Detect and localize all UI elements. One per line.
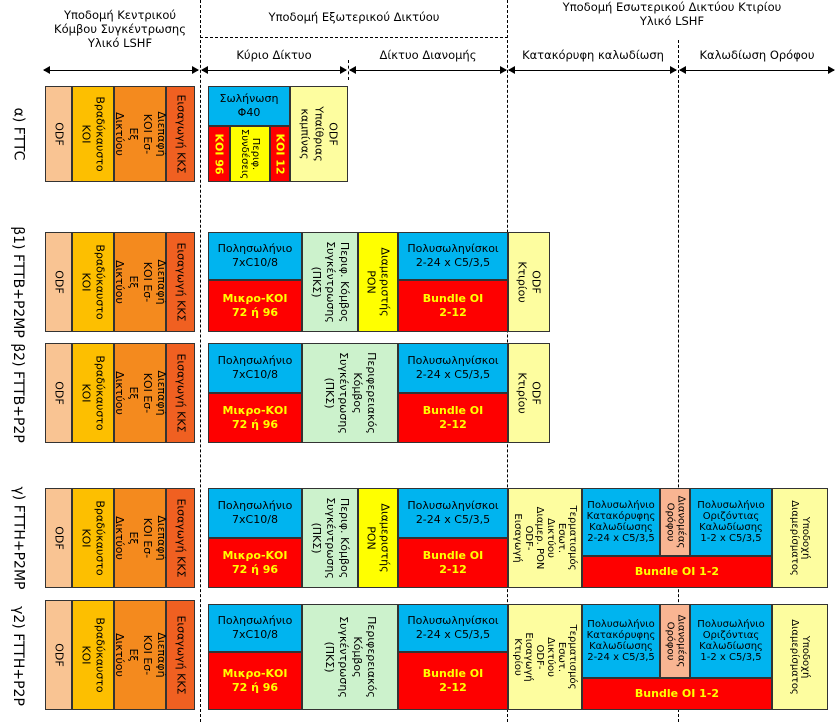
termination-pon: Τερματισμός Εσωτ. Δικτύου Διαμερ. PON OD… (508, 488, 582, 588)
separator-central (200, 0, 201, 722)
interface-cable: Διεπαφή ΚΟΙ Εσ-Εξ Δικτύου (113, 86, 168, 182)
header-internal: Υποδομή Εσωτερικού Δικτύου Κτιρίου Υλικό… (562, 0, 782, 28)
floor-distributor: Διανομέας Ορόφου (660, 488, 690, 556)
fire-retardant-cable: Βραδύκαυστο ΚΟΙ (72, 343, 114, 443)
bundle-oi: Bundle OI 2-12 (398, 652, 508, 710)
interface-cable: Διεπαφή ΚΟΙ Εσ-Εξ Δικτύου (113, 232, 168, 332)
peripheral-node: Περιφερειακός Κόμβος Συγκέντρωσης (ΠΚΣ) (302, 604, 398, 710)
fire-retardant-cable: Βραδύκαυστο ΚΟΙ (72, 86, 114, 182)
peripheral-node: Περιφ. Κόμβος Συγκέντρωσης (ΠΚΣ) (302, 232, 358, 332)
vertical-multiduct: Πολυσωλήνιο Κατακόρυφης Καλωδίωσης 2-24 … (582, 488, 660, 556)
entry-kks: Εισαγωγή ΚΚΣ (166, 232, 195, 332)
separator-horizontal (200, 37, 508, 38)
microducts-c5: Πολυσωληνίσκοι 2-24 x C5/3,5 (398, 488, 508, 538)
odf-central: ODF (45, 232, 72, 332)
arrow-floor (679, 66, 835, 74)
bundle-oi-1-2: Bundle OI 1-2 (582, 678, 772, 710)
fiber-koi12: ΚΟΙ 12 (270, 126, 290, 182)
apartment-outlet: Υποδοχή Διαμερίσματος (772, 604, 828, 710)
fire-retardant-cable: Βραδύκαυστο ΚΟΙ (72, 600, 114, 710)
fiber-koi96: ΚΟΙ 96 (208, 126, 230, 182)
micro-fiber-cable: Μικρο-ΚΟΙ 72 ή 96 (208, 393, 302, 443)
row-label-fttb-p2p: β2) FTTB+P2P (10, 343, 27, 443)
entry-kks: Εισαγωγή ΚΚΣ (166, 600, 195, 710)
microducts-c5: Πολυσωληνίσκοι 2-24 x C5/3,5 (398, 604, 508, 652)
multiduct-7xc10: Πολησωλήνιο 7xC10/8 (208, 232, 302, 280)
header-dist-net: Δίκτυο Διανομής (379, 48, 477, 62)
micro-fiber-cable: Μικρο-ΚΟΙ 72 ή 96 (208, 280, 302, 332)
multiduct-7xc10: Πολησωλήνιο 7xC10/8 (208, 488, 302, 538)
arrow-dist (349, 66, 507, 74)
fire-retardant-cable: Βραδύκαυστο ΚΟΙ (72, 232, 114, 332)
floor-distributor: Διανομέας Ορόφου (660, 604, 690, 678)
horizontal-multiduct: Πολυσωλήνιο Οριζόντιας Καλωδίωσης 1-2 x … (690, 488, 772, 556)
interface-cable: Διεπαφή ΚΟΙ Εσ-Εξ Δικτύου (113, 343, 168, 443)
entry-kks: Εισαγωγή ΚΚΣ (166, 343, 195, 443)
bundle-oi: Bundle OI 2-12 (398, 393, 508, 443)
microducts-c5: Πολυσωληνίσκοι 2-24 x C5/3,5 (398, 232, 508, 280)
duct-phi40: Σωλήνωση Φ40 (208, 86, 290, 126)
header-vertical: Κατακόρυφη καλωδίωση (522, 48, 664, 62)
odf-central: ODF (45, 343, 72, 443)
arrow-central (43, 66, 199, 74)
odf-central: ODF (45, 600, 72, 710)
horizontal-multiduct: Πολυσωλήνιο Οριζόντιας Καλωδίωσης 1-2 x … (690, 604, 772, 678)
building-odf: ODF Κτιρίου (508, 232, 550, 332)
multiduct-7xc10: Πολησωλήνιο 7xC10/8 (208, 343, 302, 393)
microducts-c5: Πολυσωληνίσκοι 2-24 x C5/3,5 (398, 343, 508, 393)
apartment-outlet: Υποδοχή Διαμερίσματος (772, 488, 828, 588)
entry-kks: Εισαγωγή ΚΚΣ (166, 86, 195, 182)
termination-building: Τερματισμός Εσωτ. Δικτύου ODF-Εισαγωγή Κ… (508, 604, 582, 710)
interface-cable: Διεπαφή ΚΟΙ Εσ-Εξ Δικτύου (113, 488, 168, 588)
outdoor-cabinet-odf: ODF Υπαίθριας καμπίνας (290, 86, 348, 182)
separator-vertical (348, 60, 349, 80)
interface-cable: Διεπαφή ΚΟΙ Εσ-Εξ Δικτύου (113, 600, 168, 710)
entry-kks: Εισαγωγή ΚΚΣ (166, 488, 195, 588)
building-odf: ODF Κτιρίου (508, 343, 550, 443)
pon-splitter: Διαμεριστής PON (358, 232, 398, 332)
row-label-ftth-p2p: γ2) FTTH+P2P (10, 606, 27, 706)
micro-fiber-cable: Μικρο-ΚΟΙ 72 ή 96 (208, 652, 302, 710)
bundle-oi-1-2: Bundle OI 1-2 (582, 556, 772, 588)
arrow-vertical (508, 66, 677, 74)
row-label-fttb-p2mp: β1) FTTB+P2MP (10, 226, 26, 338)
peripheral-node: Περιφερειακός Κόμβος Συγκέντρωσης (ΠΚΣ) (302, 343, 398, 443)
peripheral-node: Περιφ. Κόμβος Συγκέντρωσης (ΠΚΣ) (302, 488, 358, 588)
odf-central: ODF (45, 86, 72, 182)
odf-central: ODF (45, 488, 72, 588)
bundle-oi: Bundle OI 2-12 (398, 280, 508, 332)
header-central: Υποδομή Κεντρικού Κόμβου Συγκέντρωσης Υλ… (54, 8, 186, 50)
multiduct-7xc10: Πολησωλήνιο 7xC10/8 (208, 604, 302, 652)
vertical-multiduct: Πολυσωλήνιο Κατακόρυφης Καλωδίωσης 2-24 … (582, 604, 660, 678)
separator-floor (678, 40, 679, 722)
row-label-fttc: α) FTTC (10, 107, 27, 161)
row-label-ftth-p2mp: γ) FTTH+P2MP (10, 486, 26, 590)
arrow-main (201, 66, 347, 74)
pon-splitter: Διαμεριστής PON (358, 488, 398, 588)
peripheral-connections: Περιφ. Συνδέσεις (230, 126, 270, 182)
header-external: Υποδομή Εξωτερικού Δικτύου (268, 10, 440, 24)
header-floor: Καλωδίωση Ορόφου (699, 48, 815, 62)
micro-fiber-cable: Μικρο-ΚΟΙ 72 ή 96 (208, 538, 302, 588)
fire-retardant-cable: Βραδύκαυστο ΚΟΙ (72, 488, 114, 588)
header-main-net: Κύριο Δίκτυο (236, 48, 312, 62)
bundle-oi: Bundle OI 2-12 (398, 538, 508, 588)
